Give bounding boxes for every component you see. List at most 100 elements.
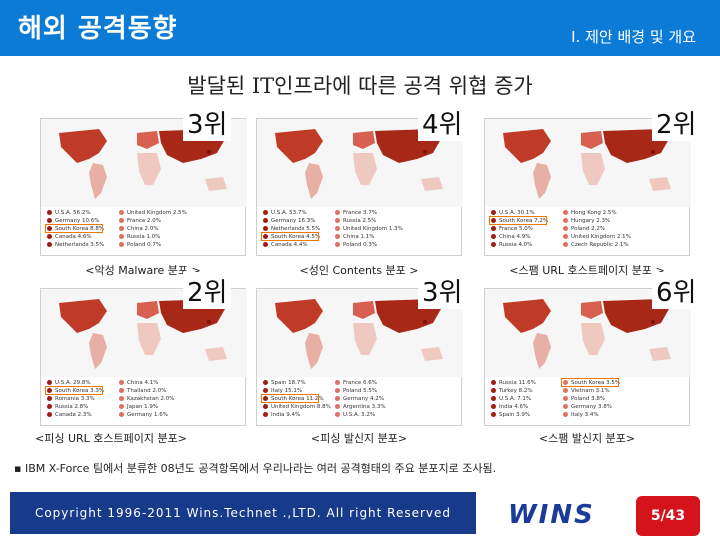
- korea-highlight-box: [45, 224, 103, 233]
- legend-swatch: [335, 388, 340, 393]
- legend-swatch: [47, 396, 52, 401]
- korea-highlight-box: [45, 386, 103, 395]
- legend-item: Poland 5.5%: [335, 387, 431, 395]
- legend-swatch: [119, 380, 124, 385]
- legend-item: China 4.9%: [491, 233, 587, 241]
- legend-swatch: [491, 226, 496, 231]
- legend-label: U.S.A. 29.8%: [55, 380, 91, 386]
- legend-swatch: [119, 210, 124, 215]
- legend-swatch: [335, 226, 340, 231]
- legend-item: U.S.A. 29.8%: [47, 379, 143, 387]
- legend-item: South Korea 3.3%: [45, 386, 143, 395]
- legend-item: Romania 3.3%: [47, 395, 143, 403]
- legend-item: Czech Republic 2.1%: [563, 241, 659, 249]
- slide-title: 해외 공격동향: [18, 14, 178, 44]
- legend-item: Netherlands 5.5%: [263, 225, 359, 233]
- legend-item: U.S.A. 7.1%: [491, 395, 587, 403]
- legend-item: India 4.6%: [491, 403, 587, 411]
- legend-swatch: [335, 218, 340, 223]
- legend-label: U.S.A. 56.2%: [55, 210, 91, 216]
- legend-item: Poland 0.7%: [119, 241, 215, 249]
- panel-caption: <악성 Malware 분포 >: [85, 264, 201, 277]
- legend-label: U.S.A. 7.1%: [499, 396, 532, 402]
- legend-label: U.S.A. 53.7%: [271, 210, 307, 216]
- legend-item: Germany 1.6%: [119, 411, 215, 419]
- legend-item: United Kingdom 8.8%: [263, 403, 359, 411]
- legend-swatch: [563, 380, 568, 385]
- legend-item: Canada 4.4%: [263, 241, 359, 249]
- rank-label: 4위: [418, 104, 467, 141]
- legend-label: Russia 11.6%: [499, 380, 536, 386]
- legend-label: Germany 16.3%: [271, 218, 316, 224]
- legend-swatch: [47, 380, 52, 385]
- legend-label: South Korea 3.5%: [571, 380, 621, 386]
- legend-label: South Korea 4.5%: [271, 234, 321, 240]
- legend-swatch: [335, 234, 340, 239]
- legend-label: Argentina 3.3%: [343, 404, 386, 410]
- legend-swatch: [491, 234, 496, 239]
- legend-item: Russia 11.6%: [491, 379, 587, 387]
- legend-label: Germany 4.2%: [343, 396, 385, 402]
- legend-swatch: [491, 218, 496, 223]
- legend-item: China 1.1%: [335, 233, 431, 241]
- legend-label: U.S.A. 3.2%: [343, 412, 376, 418]
- legend-item: Italy 3.4%: [563, 411, 659, 419]
- legend-item: France 6.6%: [335, 379, 431, 387]
- korea-highlight-box: [561, 378, 619, 387]
- legend-swatch: [335, 412, 340, 417]
- panel-caption: <스팸 발신지 분포>: [538, 432, 636, 445]
- legend-item: U.S.A. 56.2%: [47, 209, 143, 217]
- legend-label: Kazakhstan 2.0%: [127, 396, 175, 402]
- footnote: ▪ IBM X-Force 팀에서 분류한 08년도 공격항목에서 우리나라는 …: [14, 462, 497, 475]
- wins-logo: WINS: [508, 500, 595, 530]
- legend-label: Hungary 2.3%: [571, 218, 611, 224]
- legend-swatch: [119, 404, 124, 409]
- legend-item: United Kingdom 2.5%: [119, 209, 215, 217]
- legend-label: South Korea 11.2%: [271, 396, 324, 402]
- legend-item: U.S.A. 30.1%: [491, 209, 587, 217]
- legend-label: United Kingdom 1.3%: [343, 226, 403, 232]
- legend-label: Czech Republic 2.1%: [571, 242, 629, 248]
- legend-label: France 2.0%: [127, 218, 162, 224]
- map-panel: Spain 18.7% Italy 15.1% South Korea 11.2% U…: [256, 288, 463, 426]
- legend-label: United Kingdom 2.5%: [127, 210, 187, 216]
- legend-label: Romania 3.3%: [55, 396, 95, 402]
- legend-label: Russia 2.5%: [343, 218, 377, 224]
- legend-label: Germany 10.6%: [55, 218, 100, 224]
- legend-swatch: [491, 242, 496, 247]
- legend-label: Spain 3.9%: [499, 412, 531, 418]
- legend-label: Poland 3.8%: [571, 396, 606, 402]
- legend-item: Kazakhstan 2.0%: [119, 395, 215, 403]
- legend-swatch: [263, 226, 268, 231]
- legend-item: U.S.A. 53.7%: [263, 209, 359, 217]
- legend-swatch: [47, 218, 52, 223]
- legend-label: United Kingdom 8.8%: [271, 404, 331, 410]
- legend-label: South Korea 3.3%: [55, 388, 105, 394]
- legend-label: China 4.1%: [127, 380, 159, 386]
- legend-label: United Kingdom 2.1%: [571, 234, 631, 240]
- panel-caption: <피싱 발신지 분포>: [310, 432, 408, 445]
- legend-swatch: [119, 396, 124, 401]
- legend-label: South Korea 8.8%: [55, 226, 105, 232]
- korea-highlight-box: [261, 394, 319, 403]
- map-panel: U.S.A. 30.1% South Korea 7.2% France 5.0% C…: [484, 118, 691, 256]
- legend-label: U.S.A. 30.1%: [499, 210, 535, 216]
- legend-swatch: [263, 396, 268, 401]
- legend-item: Poland 3.8%: [563, 395, 659, 403]
- legend-swatch: [491, 380, 496, 385]
- legend-swatch: [47, 234, 52, 239]
- legend-swatch: [563, 234, 568, 239]
- legend-label: China 4.9%: [499, 234, 531, 240]
- legend-swatch: [335, 380, 340, 385]
- legend-swatch: [563, 226, 568, 231]
- rank-label: 2위: [183, 272, 232, 309]
- legend-label: Russia 1.0%: [127, 234, 161, 240]
- legend-label: France 5.0%: [499, 226, 534, 232]
- slide-header: 해외 공격동향 Ⅰ. 제안 배경 및 개요: [0, 0, 720, 56]
- legend-swatch: [47, 242, 52, 247]
- legend-label: India 4.6%: [499, 404, 529, 410]
- legend-item: South Korea 8.8%: [45, 224, 143, 233]
- legend-item: Netherlands 3.5%: [47, 241, 143, 249]
- legend-label: Turkey 8.2%: [499, 388, 533, 394]
- legend-item: United Kingdom 2.1%: [563, 233, 659, 241]
